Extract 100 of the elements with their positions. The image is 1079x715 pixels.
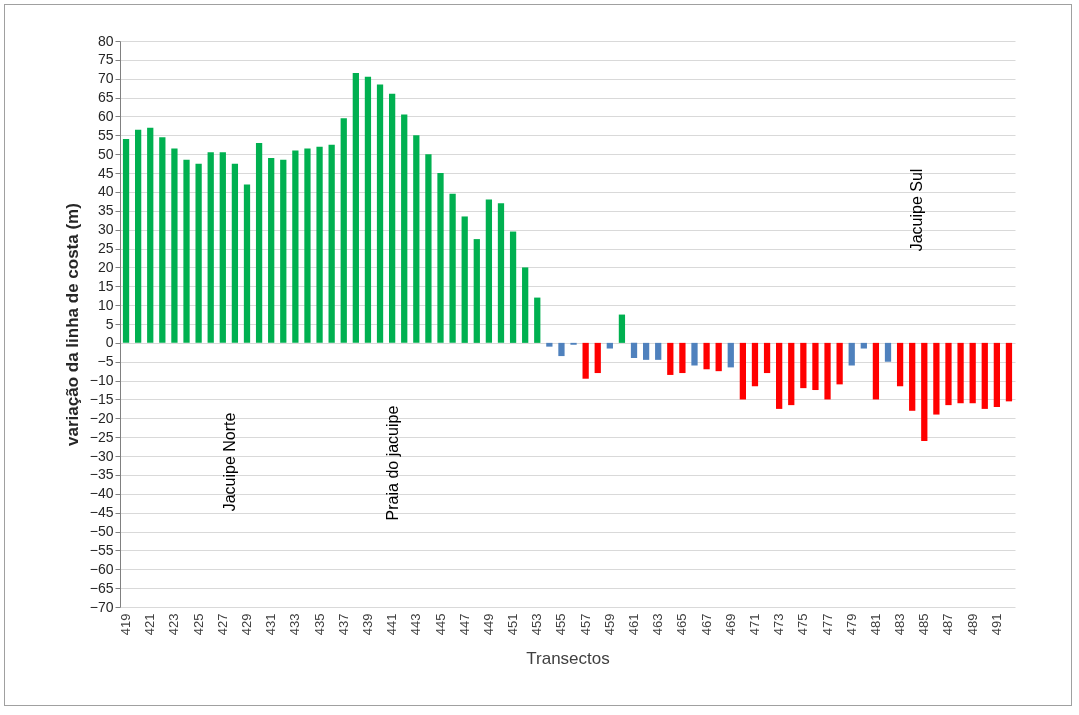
- x-tick-label: 465: [674, 613, 690, 636]
- bar: [679, 342, 686, 374]
- bar: [522, 267, 529, 343]
- y-tick-label: 75: [97, 51, 114, 68]
- bar: [691, 342, 698, 366]
- y-tick-label: 60: [97, 107, 114, 124]
- bar: [171, 148, 178, 343]
- bar: [896, 342, 904, 387]
- x-tick-label: 461: [626, 613, 642, 636]
- bar: [534, 297, 541, 343]
- bar: [509, 231, 517, 343]
- bar: [207, 152, 214, 343]
- bar: [715, 342, 722, 372]
- y-tick-label: 50: [97, 145, 114, 162]
- bar: [449, 193, 456, 343]
- x-tick-label: 473: [771, 613, 787, 636]
- y-tick-label: −70: [89, 598, 114, 615]
- x-tick-label: 489: [964, 613, 980, 636]
- x-tick-label: 451: [505, 613, 521, 636]
- annotation: Jacuipe Sul: [908, 168, 925, 252]
- y-tick-label: −35: [89, 466, 114, 483]
- bar: [328, 144, 335, 343]
- x-tick-label: 463: [650, 613, 666, 636]
- y-tick-label: 15: [97, 277, 114, 294]
- y-tick-label: 80: [97, 32, 114, 49]
- bar: [243, 184, 251, 343]
- bar: [594, 342, 601, 374]
- bar: [957, 342, 964, 404]
- bar: [183, 159, 190, 343]
- x-axis-title: Transectos: [526, 649, 610, 669]
- bar: [437, 173, 444, 343]
- bar: [751, 342, 759, 387]
- bar: [292, 150, 299, 343]
- x-tick-label: 439: [359, 613, 375, 636]
- bar: [219, 152, 226, 343]
- bar: [606, 342, 613, 349]
- bar: [618, 314, 626, 343]
- bar: [122, 139, 130, 343]
- bar: [848, 342, 855, 366]
- bar: [1005, 342, 1013, 402]
- y-tick-label: 30: [97, 221, 114, 238]
- bar: [655, 342, 662, 360]
- x-tick-label: 479: [843, 613, 859, 636]
- bar: [969, 342, 976, 404]
- bar: [316, 146, 323, 343]
- annotation: Praia do jacuipe: [384, 405, 401, 521]
- x-tick-label: 455: [553, 613, 569, 636]
- bar: [727, 342, 734, 368]
- y-tick-label: −5: [97, 353, 114, 370]
- bar: [497, 203, 505, 343]
- bar: [776, 342, 783, 409]
- x-tick-label: 485: [916, 613, 932, 636]
- bar: [933, 342, 940, 415]
- x-tick-label: 433: [287, 613, 303, 636]
- bar: [872, 342, 880, 400]
- bar: [812, 342, 819, 391]
- y-axis-title: variação da linha de costa (m): [62, 203, 82, 446]
- bar: [582, 342, 589, 379]
- bar: [788, 342, 795, 406]
- bar: [884, 342, 892, 362]
- x-tick-label: 491: [988, 613, 1004, 636]
- x-tick-label: 429: [238, 613, 254, 636]
- bar: [546, 342, 553, 347]
- bar: [268, 157, 275, 343]
- y-tick-label: −15: [89, 390, 114, 407]
- y-tick-label: 45: [97, 164, 114, 181]
- bar: [255, 142, 263, 343]
- bar: [413, 135, 420, 343]
- y-tick-label: 40: [97, 183, 114, 200]
- x-tick-label: 467: [698, 613, 714, 636]
- bar: [485, 199, 493, 343]
- x-tick-label: 425: [190, 613, 206, 636]
- y-tick-label: 65: [97, 89, 114, 106]
- bar: [304, 148, 311, 343]
- bar: [763, 342, 771, 374]
- x-tick-label: 445: [432, 613, 448, 636]
- x-tick-label: 449: [480, 613, 496, 636]
- y-tick-label: −50: [89, 523, 114, 540]
- bar: [231, 163, 239, 343]
- bar: [945, 342, 952, 406]
- x-tick-label: 469: [722, 613, 738, 636]
- x-tick-label: 487: [940, 613, 956, 636]
- bar: [473, 239, 480, 343]
- bar: [159, 137, 166, 343]
- bar: [824, 342, 831, 400]
- bar: [667, 342, 674, 375]
- bar: [558, 342, 565, 357]
- y-tick-label: −10: [89, 372, 114, 389]
- x-tick-label: 453: [529, 613, 545, 636]
- bar: [364, 76, 372, 343]
- y-tick-label: −30: [89, 447, 114, 464]
- annotation: Jacuipe Norte: [221, 412, 238, 512]
- bar: [642, 342, 650, 360]
- x-tick-label: 459: [601, 613, 617, 636]
- y-tick-label: 55: [97, 126, 114, 143]
- y-tick-label: 25: [97, 240, 114, 257]
- bar: [352, 73, 359, 343]
- x-tick-label: 475: [795, 613, 811, 636]
- bar: [340, 118, 347, 343]
- x-tick-label: 443: [408, 613, 424, 636]
